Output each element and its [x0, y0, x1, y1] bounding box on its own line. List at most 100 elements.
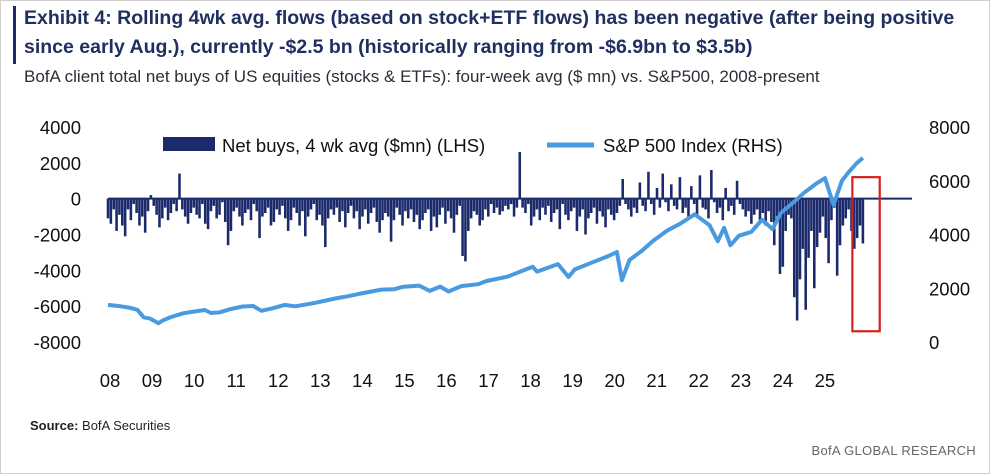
net-buys-bar	[501, 198, 504, 212]
net-buys-bar	[255, 198, 258, 212]
left-tick-label: 4000	[40, 117, 81, 138]
x-tick-label: 11	[227, 370, 246, 391]
net-buys-bar	[747, 198, 750, 212]
exhibit-title: Exhibit 4: Rolling 4wk avg. flows (based…	[24, 7, 955, 58]
net-buys-bar	[627, 198, 630, 210]
net-buys-bar	[195, 198, 198, 215]
net-buys-bar	[838, 198, 842, 246]
net-buys-bar	[655, 187, 659, 199]
net-buys-bar	[166, 198, 170, 221]
net-buys-bar	[404, 198, 407, 212]
net-buys-bar	[535, 198, 539, 210]
net-buys-bar	[364, 198, 367, 210]
net-buys-bar	[318, 198, 321, 215]
net-buys-bar	[192, 198, 196, 208]
net-buys-bar	[226, 198, 230, 246]
net-buys-bar	[584, 198, 587, 235]
net-buys-bar	[315, 198, 319, 221]
net-buys-bar	[652, 198, 656, 215]
net-buys-bar	[384, 198, 387, 213]
net-buys-bar	[704, 198, 707, 210]
x-tick-label: 12	[268, 370, 289, 391]
net-buys-bar	[223, 198, 227, 222]
net-buys-bar	[163, 198, 167, 208]
net-buys-bar	[498, 198, 502, 215]
left-tick-label: -6000	[34, 296, 81, 317]
net-buys-bar	[309, 198, 313, 210]
net-buys-bar	[321, 198, 324, 226]
right-tick-label: 0	[929, 332, 939, 353]
x-tick-label: 14	[352, 370, 373, 391]
net-buys-bar	[572, 198, 576, 208]
net-buys-bar	[712, 198, 716, 203]
net-buys-bar	[810, 198, 813, 231]
net-buys-bar	[467, 198, 470, 231]
net-buys-bar	[329, 198, 333, 210]
net-buys-bar	[332, 198, 336, 215]
net-buys-bar	[847, 198, 850, 210]
net-buys-bar	[464, 198, 467, 262]
net-buys-bar	[755, 198, 759, 210]
net-buys-bar	[741, 198, 745, 210]
net-buys-bar	[115, 198, 118, 231]
net-buys-bar	[684, 198, 687, 208]
net-buys-bar	[266, 198, 270, 208]
net-buys-bar	[392, 198, 396, 221]
net-buys-bar	[112, 198, 115, 210]
net-buys-bar	[261, 198, 264, 217]
net-buys-bar	[798, 198, 802, 280]
net-buys-bar	[355, 198, 359, 212]
net-buys-bar	[263, 198, 267, 213]
net-buys-bar	[650, 198, 653, 205]
source-note: Source: BofA Securities	[30, 418, 170, 433]
right-tick-label: 8000	[929, 117, 970, 138]
net-buys-bar	[692, 198, 696, 205]
net-buys-bar	[123, 198, 127, 237]
net-buys-bar	[552, 198, 556, 213]
net-buys-bar	[730, 198, 733, 206]
net-buys-bar	[524, 198, 527, 213]
net-buys-bar	[286, 198, 290, 231]
net-buys-bar	[707, 198, 710, 219]
net-buys-bar	[126, 198, 130, 210]
net-buys-bar	[441, 198, 444, 208]
net-buys-bar	[186, 198, 190, 224]
net-buys-bar	[181, 198, 184, 210]
net-buys-bar	[481, 198, 484, 221]
left-axis: 4000 2000 0 -2000 -4000 -6000 -8000	[34, 117, 81, 353]
net-buys-bar	[243, 198, 247, 213]
net-buys-bar	[169, 198, 173, 213]
net-buys-bar	[458, 198, 461, 206]
net-buys-bar	[426, 198, 430, 210]
net-buys-bar	[161, 198, 164, 219]
net-buys-bar	[667, 198, 670, 212]
net-buys-bar	[629, 198, 633, 217]
left-tick-label: -2000	[34, 225, 81, 246]
net-buys-bar	[587, 198, 590, 219]
net-buys-bar	[687, 198, 690, 217]
net-buys-bar	[647, 171, 650, 199]
right-tick-label: 2000	[929, 278, 970, 299]
net-buys-bar	[824, 198, 828, 239]
net-buys-bar	[258, 198, 261, 239]
net-buys-bar	[249, 198, 253, 221]
net-buys-bar	[109, 198, 113, 224]
net-buys-bar	[770, 198, 773, 222]
net-buys-bar	[721, 198, 725, 221]
net-buys-bar	[129, 198, 133, 221]
x-tick-label: 20	[604, 370, 625, 391]
net-buys-bar	[381, 198, 384, 221]
net-buys-bar	[421, 198, 424, 221]
net-buys-bar	[246, 198, 250, 210]
net-buys-bar	[424, 198, 427, 213]
net-buys-bar	[515, 198, 519, 208]
net-buys-bar	[438, 198, 441, 215]
left-tick-label: 0	[71, 189, 81, 210]
net-buys-bar	[429, 198, 433, 231]
net-buys-bar	[298, 198, 301, 226]
net-buys-bar	[201, 198, 204, 205]
x-tick-label: 23	[731, 370, 752, 391]
net-buys-bar	[784, 198, 787, 231]
net-buys-bar	[418, 198, 421, 230]
net-buys-bar	[138, 198, 141, 226]
